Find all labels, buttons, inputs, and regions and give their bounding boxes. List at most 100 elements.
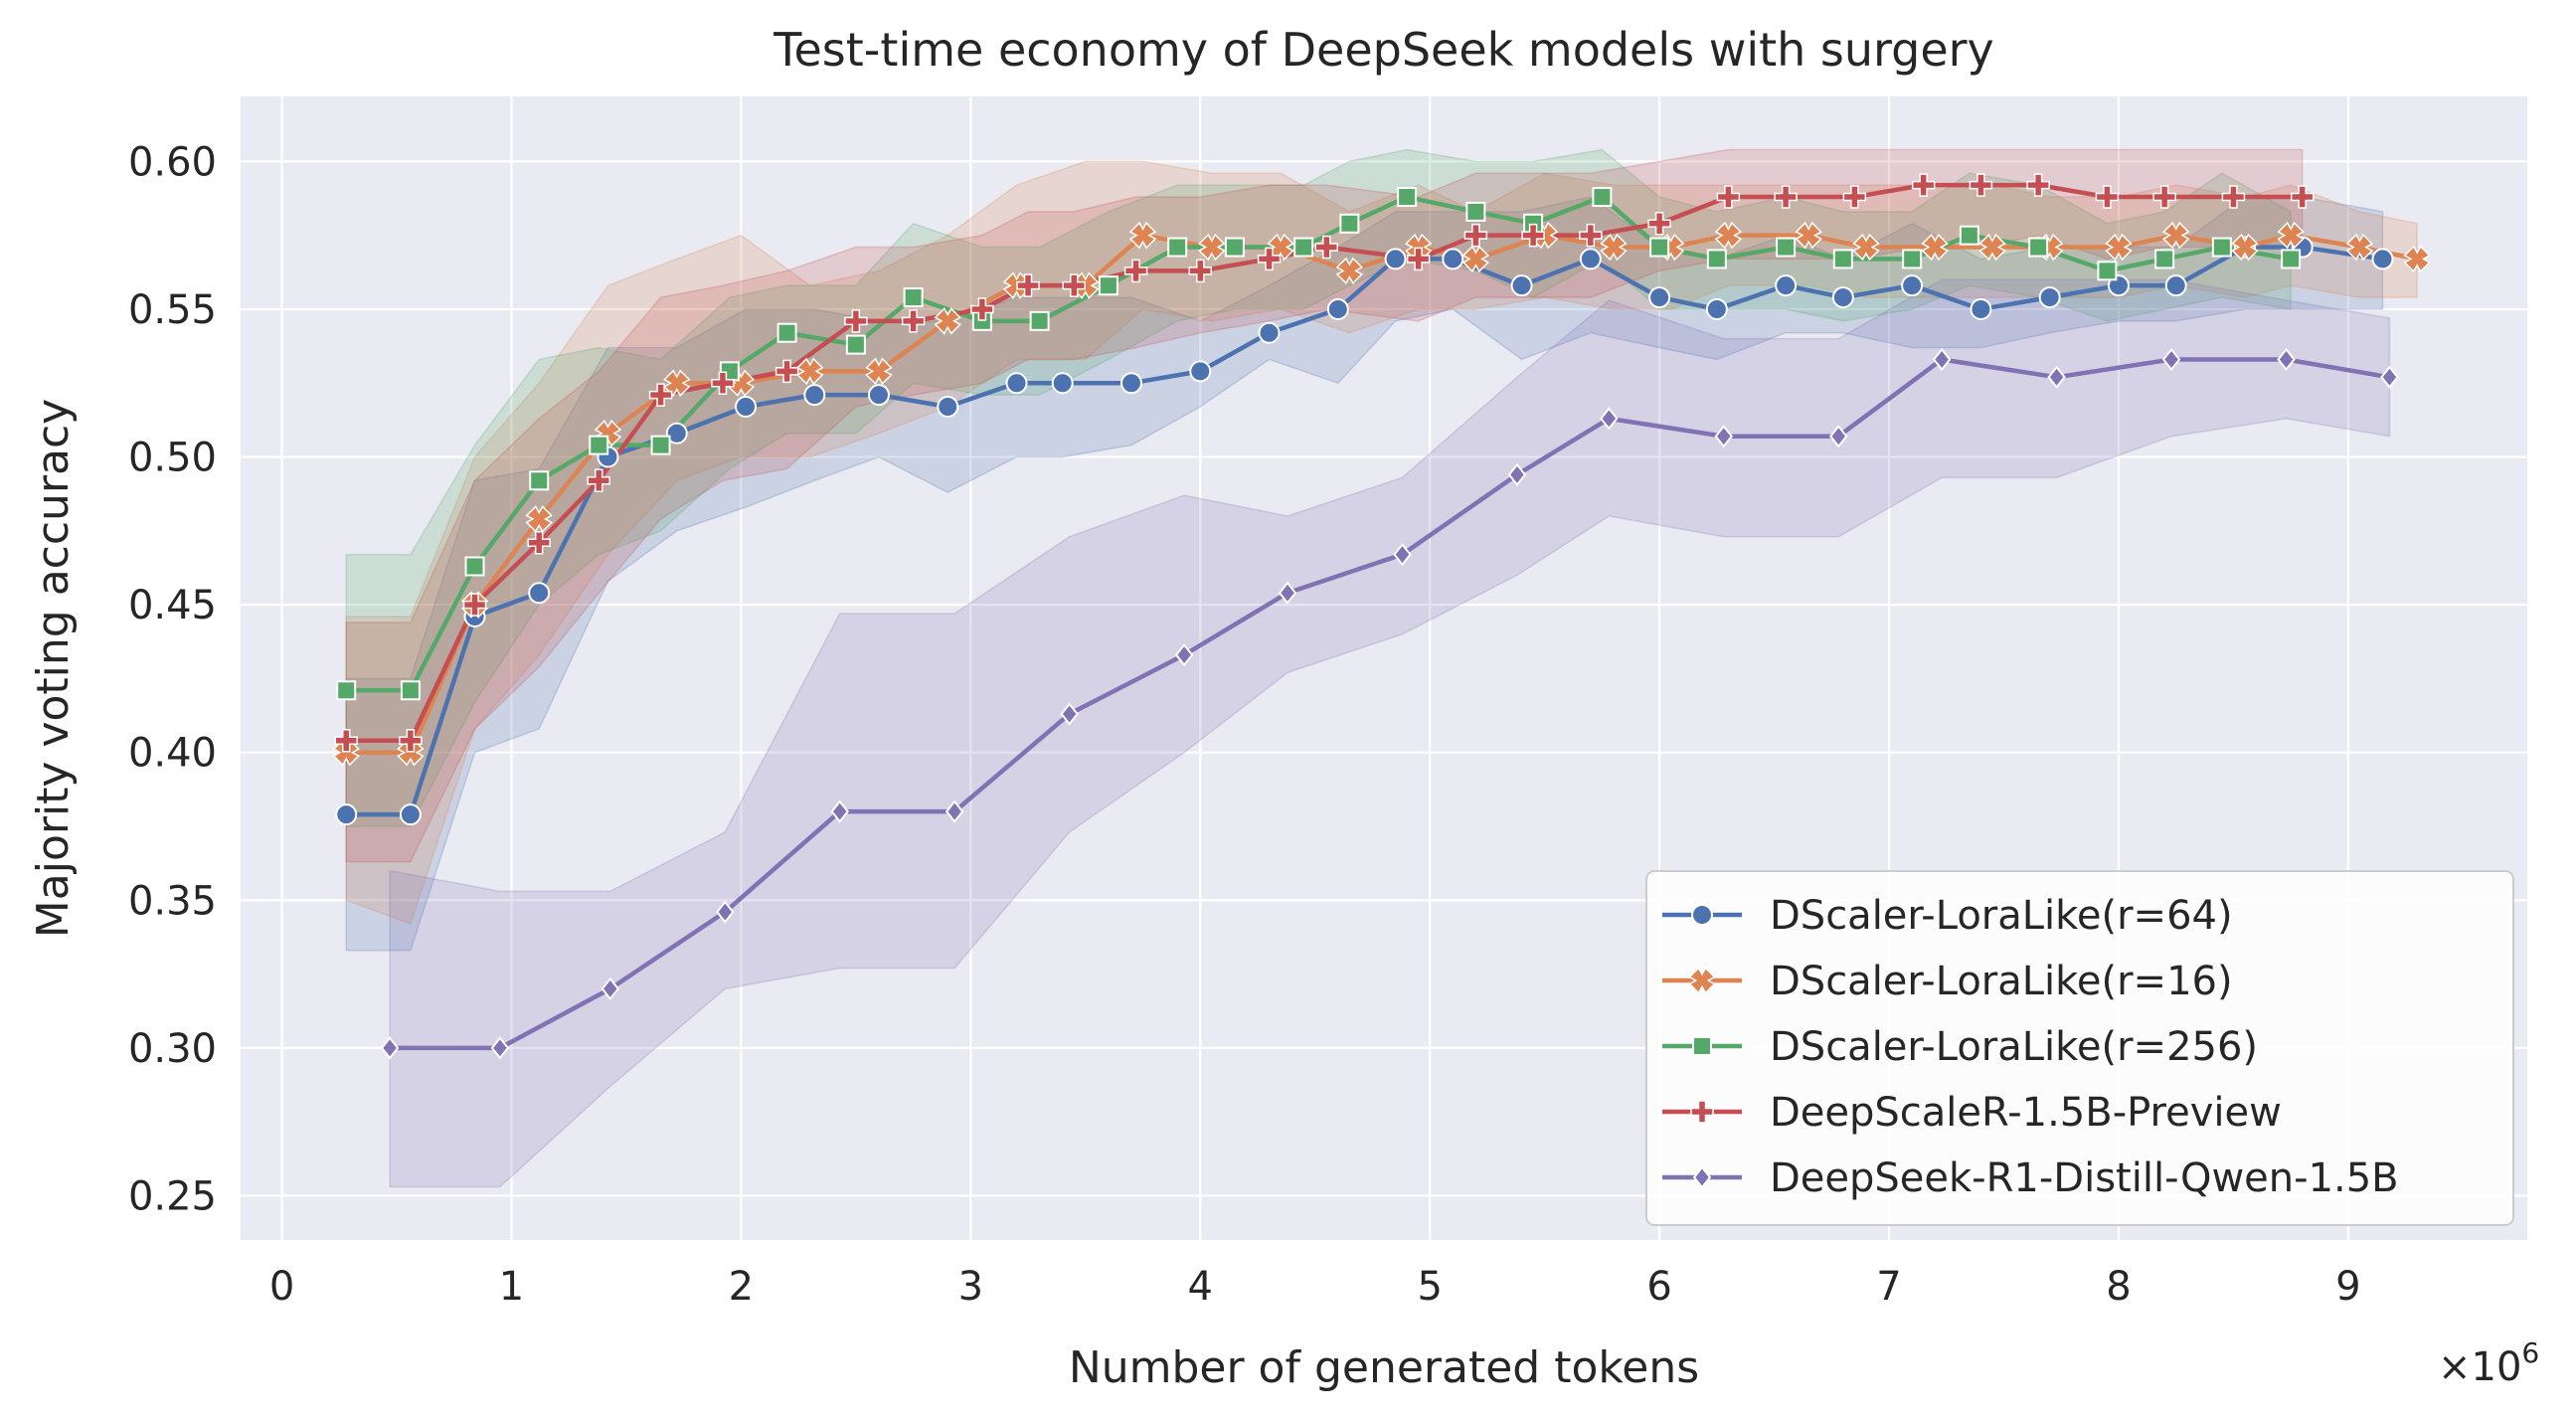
data-point (2345, 233, 2374, 262)
data-point (2281, 249, 2302, 269)
data-point (1970, 297, 1992, 320)
data-point (1339, 213, 1360, 234)
data-point (1005, 372, 1028, 395)
data-point (1832, 249, 1853, 269)
data-point (2164, 274, 2187, 297)
legend-marker (1690, 1100, 1714, 1124)
data-point (1705, 297, 1728, 320)
data-point (1901, 274, 1924, 297)
data-point (774, 359, 799, 384)
data-point (2380, 365, 2399, 389)
data-point (1647, 212, 1671, 236)
x-tick-labels: 0 1 2 3 4 5 6 7 8 9 (269, 1264, 2361, 1310)
data-point (1600, 233, 1628, 262)
data-point (1706, 249, 1727, 269)
y-tick-label: 0.60 (128, 139, 217, 185)
y-axis-label: Majority voting accuracy (28, 399, 79, 938)
data-point (845, 334, 866, 355)
y-tick-label: 0.30 (128, 1026, 217, 1072)
data-point (1507, 462, 1527, 486)
data-point (1257, 247, 1282, 271)
data-point (1060, 702, 1079, 726)
data-point (735, 396, 758, 419)
data-point (2095, 185, 2120, 209)
y-tick-label: 0.25 (128, 1173, 217, 1219)
data-point (490, 1036, 510, 1060)
data-point (2026, 173, 2050, 197)
data-point (601, 976, 620, 1001)
data-point (2161, 347, 2181, 372)
data-point (1461, 245, 1490, 273)
data-point (1062, 273, 1087, 297)
data-point (1442, 248, 1464, 270)
data-point (1029, 310, 1050, 331)
data-point (1384, 248, 1407, 270)
y-tick-label: 0.55 (128, 287, 217, 333)
y-tick-label: 0.45 (128, 583, 217, 628)
legend-marker (1692, 1036, 1712, 1056)
data-point (399, 803, 422, 826)
legend-label: DScaler-LoraLike(r=64) (1770, 893, 2233, 939)
data-point (2231, 233, 2259, 262)
x-tick-label: 2 (729, 1264, 754, 1310)
x-tick-label: 0 (269, 1264, 294, 1310)
data-point (1293, 237, 1314, 258)
y-tick-label: 0.50 (128, 436, 217, 481)
data-point (937, 396, 959, 419)
confidence-band-2 (345, 148, 2292, 827)
chart-title: Test-time economy of DeepSeek models wit… (773, 23, 1994, 77)
data-point (1774, 185, 1798, 209)
data-point (2290, 185, 2315, 209)
legend-label: DeepSeek-R1-Distill-Qwen-1.5B (1770, 1155, 2399, 1201)
data-point (711, 371, 735, 395)
data-point (1314, 235, 1339, 260)
data-point (2038, 286, 2061, 309)
x-tick-label: 6 (1646, 1264, 1671, 1310)
series-markers (332, 173, 2431, 1060)
legend: DScaler-LoraLike(r=64) DScaler-LoraLike(r… (1645, 870, 2514, 1226)
data-point (1128, 221, 1157, 250)
data-point (665, 422, 688, 444)
data-point (1510, 274, 1533, 297)
data-point (1921, 233, 1949, 262)
x-axis-multiplier: ×106 (2438, 1336, 2539, 1390)
data-point (2154, 249, 2175, 269)
data-point (399, 729, 423, 753)
data-point (464, 556, 485, 577)
data-point (2161, 221, 2190, 250)
data-point (901, 309, 926, 333)
data-point (1776, 237, 1797, 258)
data-point (2277, 221, 2305, 250)
data-point (1828, 425, 1848, 448)
data-point (2097, 261, 2118, 281)
data-point (2221, 185, 2246, 209)
data-point (528, 582, 551, 605)
data-point (1978, 233, 2006, 262)
data-point (2028, 237, 2049, 258)
data-point (587, 468, 610, 493)
data-point (1831, 286, 1854, 309)
legend-marker (1691, 904, 1713, 926)
data-point (1016, 273, 1040, 297)
confidence-band-0 (345, 196, 2384, 952)
x-tick-label: 8 (2106, 1264, 2131, 1310)
data-point (1404, 233, 1433, 262)
data-point (1326, 297, 1349, 320)
data-point (1716, 185, 1741, 209)
x-axis-label: Number of generated tokens (1069, 1342, 1699, 1393)
data-point (1969, 173, 1993, 197)
data-point (650, 435, 671, 455)
data-point (2403, 245, 2431, 273)
data-point (462, 593, 487, 617)
data-point (934, 307, 961, 335)
data-point (844, 309, 868, 333)
data-point (867, 384, 890, 407)
data-point (715, 900, 735, 924)
data-point (803, 384, 826, 407)
data-point (1579, 223, 1603, 248)
y-tick-label: 0.40 (128, 731, 217, 777)
y-tick-label: 0.35 (128, 878, 217, 924)
confidence-band-4 (389, 278, 2391, 1188)
data-point (1852, 233, 1880, 262)
data-point (1521, 223, 1545, 248)
